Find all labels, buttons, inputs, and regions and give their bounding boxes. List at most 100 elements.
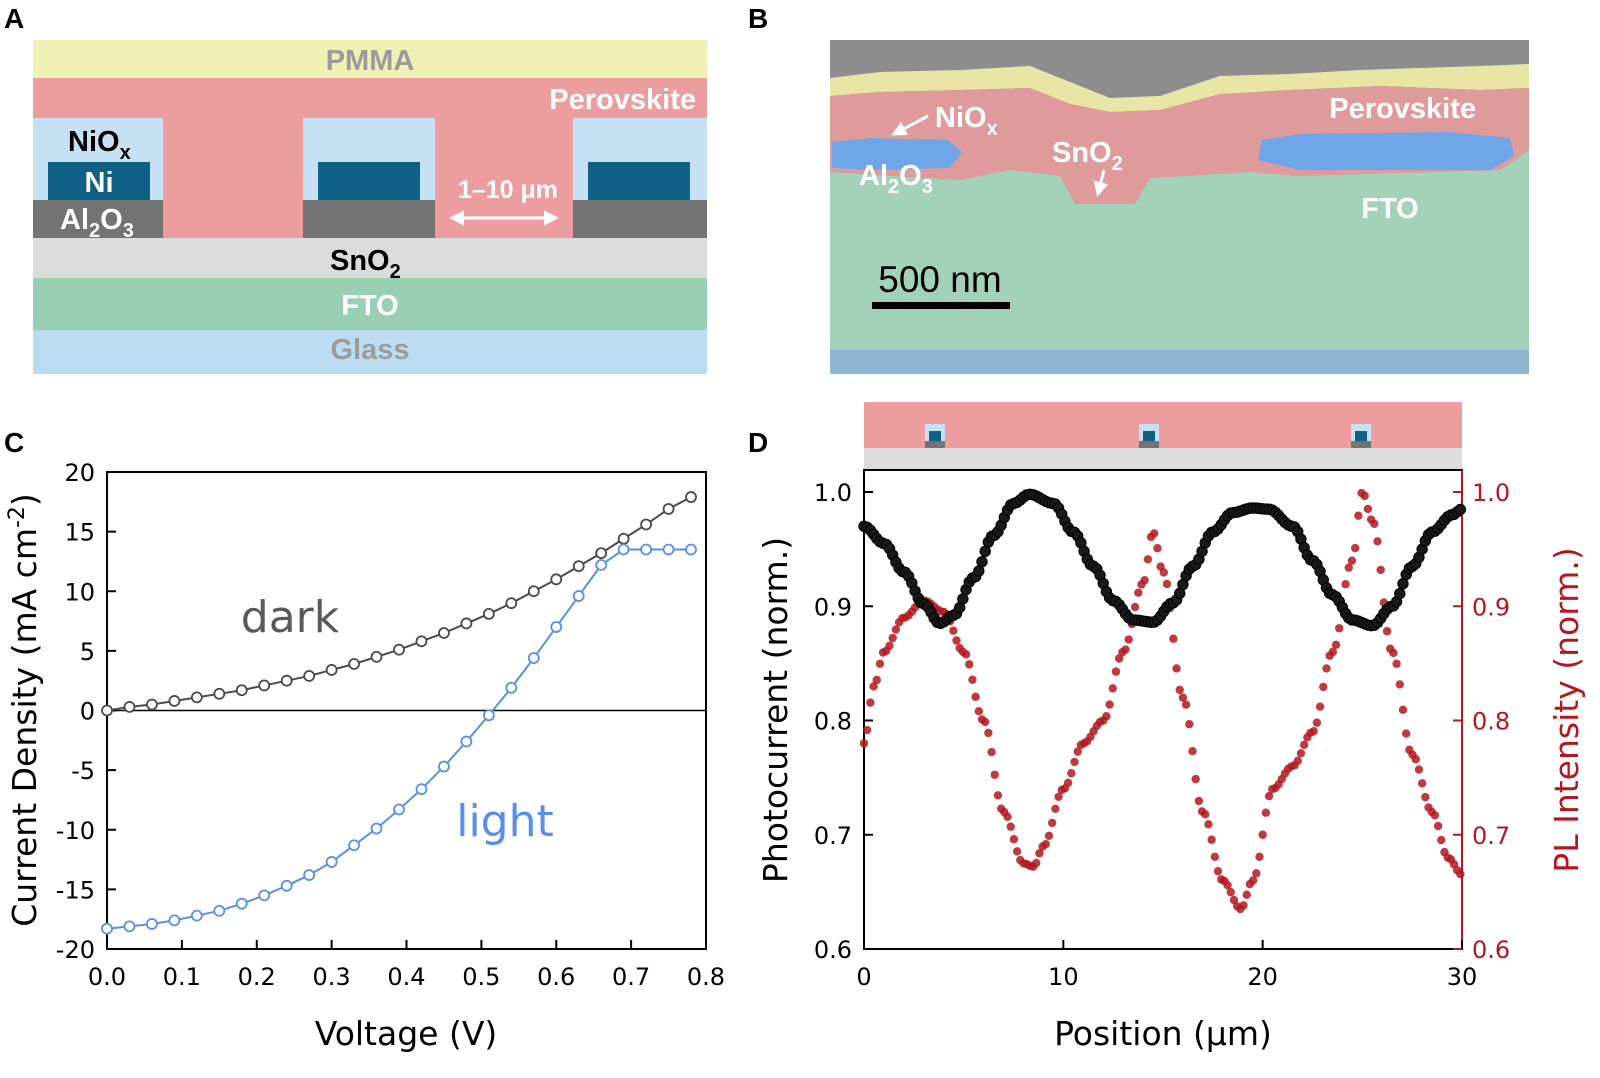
pl-point <box>1389 648 1398 658</box>
fto-layer <box>33 278 707 330</box>
jv-chart: 0.0 0.1 0.2 0.3 0.4 0.5 0.6 0.7 0.8 20 15 10 5 0 -5 -1… <box>5 459 725 1053</box>
jv-point-light <box>415 783 428 796</box>
sem-fto-label: FTO <box>1361 193 1418 225</box>
sno2-layer <box>33 238 707 278</box>
sem-perovskite-label: Perovskite <box>1329 93 1476 125</box>
pl-point <box>1012 847 1022 856</box>
jv-point-light <box>393 803 405 816</box>
pl-point <box>1223 880 1232 890</box>
pl-point <box>968 675 977 685</box>
jv-point-light <box>101 922 113 935</box>
pl-point <box>974 707 984 716</box>
pl-point <box>1322 664 1331 673</box>
inset-perovskite <box>864 402 1462 448</box>
pmma-label: PMMA <box>326 45 415 77</box>
pl-tick-label: 0.9 <box>1472 593 1510 621</box>
jv-point-dark <box>640 518 652 531</box>
jv-point-dark <box>280 674 293 687</box>
spacing-label: 1–10 μm <box>458 176 558 204</box>
pl-point <box>1248 876 1258 885</box>
inset-electrode-3 <box>1351 424 1371 448</box>
sem-niox-right <box>1258 132 1514 170</box>
jv-y-tick-label: 10 <box>64 578 95 606</box>
pl-x-tick-label: 20 <box>1247 963 1278 991</box>
jv-point-light <box>662 543 675 556</box>
jv-point-dark <box>101 704 113 717</box>
pl-point <box>1347 556 1357 565</box>
pl-point <box>1213 866 1223 876</box>
jv-point-light <box>190 909 203 922</box>
pl-point <box>1207 835 1216 844</box>
electrode-stack-3 <box>573 118 707 238</box>
pl-point <box>1051 804 1060 813</box>
jv-point-light <box>505 681 518 694</box>
jv-point-light <box>640 543 652 556</box>
pl-point <box>1067 769 1076 778</box>
pl-point <box>1134 588 1143 597</box>
photocurrent-point <box>976 556 988 568</box>
jv-point-light <box>123 920 136 933</box>
jv-y-tick-label: 15 <box>64 519 95 547</box>
jv-point-light <box>527 652 540 664</box>
jv-x-tick-label: 0.8 <box>687 963 725 991</box>
inset-sno2 <box>864 448 1462 470</box>
sem-cross-section: NiOx SnO2 Al2O3 Perovskite FTO 500 nm <box>830 40 1529 374</box>
sem-al2o3-label: Al2O3 <box>859 160 933 198</box>
jv-x-tick-label: 0.6 <box>537 963 575 991</box>
jv-point-light <box>572 590 585 602</box>
pl-point <box>1395 680 1405 689</box>
jv-point-dark <box>190 691 203 704</box>
pl-point <box>1437 835 1446 845</box>
sem-sno2-label: SnO2 <box>1052 137 1123 175</box>
glass-label: Glass <box>331 334 410 366</box>
series-label-light: light <box>456 796 554 847</box>
pl-point <box>1261 808 1271 817</box>
jv-y-tick-label: -20 <box>56 936 95 964</box>
jv-x-tick-label: 0.3 <box>313 963 351 991</box>
pl-point <box>1191 774 1200 784</box>
jv-x-tick-label: 0.5 <box>462 963 500 991</box>
pl-point <box>1102 712 1111 721</box>
series-label-dark: dark <box>241 592 340 643</box>
sem-sno2-arrow <box>1093 169 1109 197</box>
pl-tick-label: 0.6 <box>1472 936 1510 964</box>
jv-point-light <box>348 839 360 852</box>
pl-point <box>1252 869 1261 878</box>
jv-point-dark <box>460 617 473 630</box>
pl-tick-label: 0.8 <box>1472 708 1510 736</box>
jv-point-dark <box>370 650 383 663</box>
jv-point-dark <box>617 532 630 545</box>
pl-point <box>1140 576 1149 585</box>
pl-point <box>1255 852 1264 861</box>
pl-point <box>1188 746 1197 756</box>
pl-point <box>875 659 885 668</box>
jv-point-light <box>595 559 608 571</box>
pl-x-tick-label: 10 <box>1048 963 1079 991</box>
pl-point <box>1130 602 1140 612</box>
pl-point <box>1312 718 1322 727</box>
pl-point <box>1194 796 1204 806</box>
pl-point <box>1035 849 1044 858</box>
pl-point <box>1108 684 1117 693</box>
device-schematic: PMMA Perovskite NiOx Ni Al2O3 1–10 μm Sn… <box>33 40 707 374</box>
pl-point <box>866 698 875 707</box>
pl-point <box>1201 810 1210 819</box>
pl-point <box>1169 634 1178 643</box>
pl-point <box>1392 659 1401 668</box>
jv-point-dark <box>550 573 563 586</box>
pl-point <box>869 682 878 691</box>
pl-point <box>1344 563 1353 572</box>
pl-point <box>1350 543 1360 553</box>
jv-point-dark <box>303 670 316 682</box>
pl-point <box>1047 818 1057 828</box>
jv-point-dark <box>123 701 136 713</box>
jv-x-tick-label: 0.1 <box>163 963 201 991</box>
pl-point <box>862 725 872 735</box>
jv-y-tick-label: -15 <box>56 876 95 904</box>
photocurrent-point <box>1394 587 1406 600</box>
photocurrent-point <box>1454 503 1467 516</box>
niox-label: NiOx <box>68 126 131 164</box>
sem-pmma-region <box>830 64 1529 112</box>
jv-point-dark <box>235 684 248 697</box>
pl-point <box>980 717 990 727</box>
